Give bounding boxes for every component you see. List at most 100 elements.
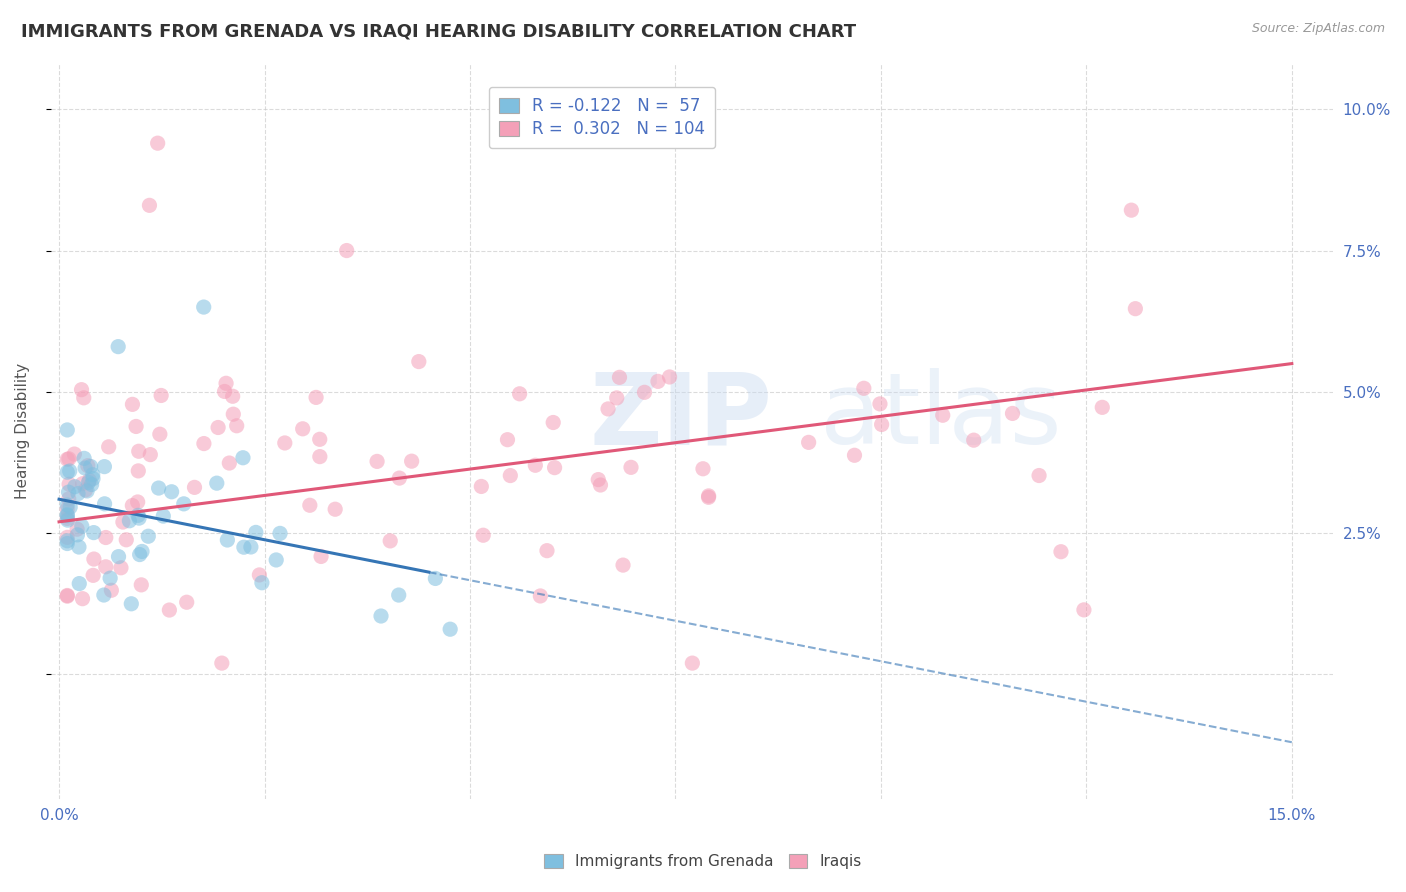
Point bbox=[609, 370, 631, 384]
Point bbox=[121, 397, 143, 411]
Point bbox=[138, 198, 160, 212]
Point bbox=[205, 476, 228, 491]
Point bbox=[439, 622, 461, 636]
Point bbox=[82, 568, 104, 582]
Point bbox=[543, 460, 565, 475]
Point bbox=[131, 544, 153, 558]
Point bbox=[115, 533, 138, 547]
Text: IMMIGRANTS FROM GRENADA VS IRAQI HEARING DISABILITY CORRELATION CHART: IMMIGRANTS FROM GRENADA VS IRAQI HEARING… bbox=[21, 22, 856, 40]
Point bbox=[620, 460, 643, 475]
Legend: R = -0.122   N =  57, R =  0.302   N = 104: R = -0.122 N = 57, R = 0.302 N = 104 bbox=[489, 87, 716, 148]
Point bbox=[844, 448, 866, 462]
Point bbox=[323, 502, 346, 516]
Point bbox=[232, 450, 254, 465]
Point bbox=[388, 471, 411, 485]
Point bbox=[94, 559, 117, 574]
Point bbox=[509, 386, 531, 401]
Point bbox=[247, 568, 270, 582]
Point bbox=[932, 409, 955, 423]
Legend: Immigrants from Grenada, Iraqis: Immigrants from Grenada, Iraqis bbox=[538, 848, 868, 875]
Point bbox=[380, 533, 402, 548]
Point bbox=[269, 526, 291, 541]
Point bbox=[56, 589, 79, 603]
Point bbox=[66, 522, 89, 536]
Point bbox=[127, 508, 149, 523]
Point bbox=[852, 381, 875, 395]
Point bbox=[305, 391, 328, 405]
Point bbox=[59, 500, 82, 514]
Point bbox=[56, 530, 79, 544]
Point bbox=[425, 571, 447, 585]
Point bbox=[58, 491, 80, 506]
Point bbox=[110, 561, 132, 575]
Point bbox=[93, 497, 115, 511]
Point bbox=[118, 514, 141, 528]
Point bbox=[221, 389, 243, 403]
Point bbox=[239, 540, 262, 554]
Point bbox=[66, 486, 89, 500]
Point bbox=[128, 548, 150, 562]
Point bbox=[56, 513, 79, 527]
Point bbox=[56, 533, 79, 548]
Point bbox=[1001, 406, 1024, 420]
Point bbox=[56, 536, 79, 550]
Point bbox=[193, 436, 215, 450]
Point bbox=[309, 549, 332, 564]
Point bbox=[692, 462, 714, 476]
Point bbox=[127, 495, 149, 509]
Point bbox=[606, 391, 628, 405]
Point bbox=[496, 433, 519, 447]
Point bbox=[56, 502, 79, 516]
Point bbox=[681, 656, 703, 670]
Point bbox=[59, 464, 82, 478]
Point bbox=[75, 461, 97, 475]
Text: atlas: atlas bbox=[820, 368, 1062, 466]
Point bbox=[98, 571, 121, 585]
Point bbox=[111, 515, 134, 529]
Point bbox=[56, 452, 79, 467]
Point bbox=[1028, 468, 1050, 483]
Point bbox=[58, 451, 80, 466]
Point bbox=[176, 595, 198, 609]
Point bbox=[97, 440, 120, 454]
Point bbox=[222, 407, 245, 421]
Point bbox=[128, 444, 150, 458]
Point bbox=[250, 575, 273, 590]
Y-axis label: Hearing Disability: Hearing Disability bbox=[15, 363, 30, 500]
Point bbox=[963, 433, 986, 447]
Point bbox=[245, 525, 267, 540]
Point bbox=[139, 448, 162, 462]
Point bbox=[366, 454, 388, 468]
Point bbox=[127, 464, 149, 478]
Point bbox=[56, 423, 79, 437]
Point bbox=[215, 376, 238, 391]
Point bbox=[274, 436, 297, 450]
Text: ZIP: ZIP bbox=[589, 368, 772, 466]
Point bbox=[56, 465, 79, 479]
Point bbox=[121, 499, 143, 513]
Point bbox=[697, 489, 720, 503]
Point bbox=[298, 498, 321, 512]
Point bbox=[107, 340, 129, 354]
Point bbox=[58, 477, 80, 491]
Point bbox=[93, 459, 115, 474]
Point bbox=[77, 475, 100, 490]
Point bbox=[63, 480, 86, 494]
Point bbox=[56, 589, 79, 603]
Point bbox=[264, 553, 287, 567]
Point bbox=[308, 450, 330, 464]
Point bbox=[79, 473, 101, 487]
Point bbox=[129, 578, 152, 592]
Point bbox=[1073, 603, 1095, 617]
Point bbox=[336, 244, 359, 258]
Point bbox=[211, 656, 233, 670]
Point bbox=[56, 508, 79, 523]
Point bbox=[66, 528, 89, 542]
Point bbox=[218, 456, 240, 470]
Point bbox=[157, 603, 180, 617]
Point bbox=[647, 375, 669, 389]
Point bbox=[136, 529, 159, 543]
Point bbox=[149, 427, 172, 442]
Text: Source: ZipAtlas.com: Source: ZipAtlas.com bbox=[1251, 22, 1385, 36]
Point bbox=[308, 432, 330, 446]
